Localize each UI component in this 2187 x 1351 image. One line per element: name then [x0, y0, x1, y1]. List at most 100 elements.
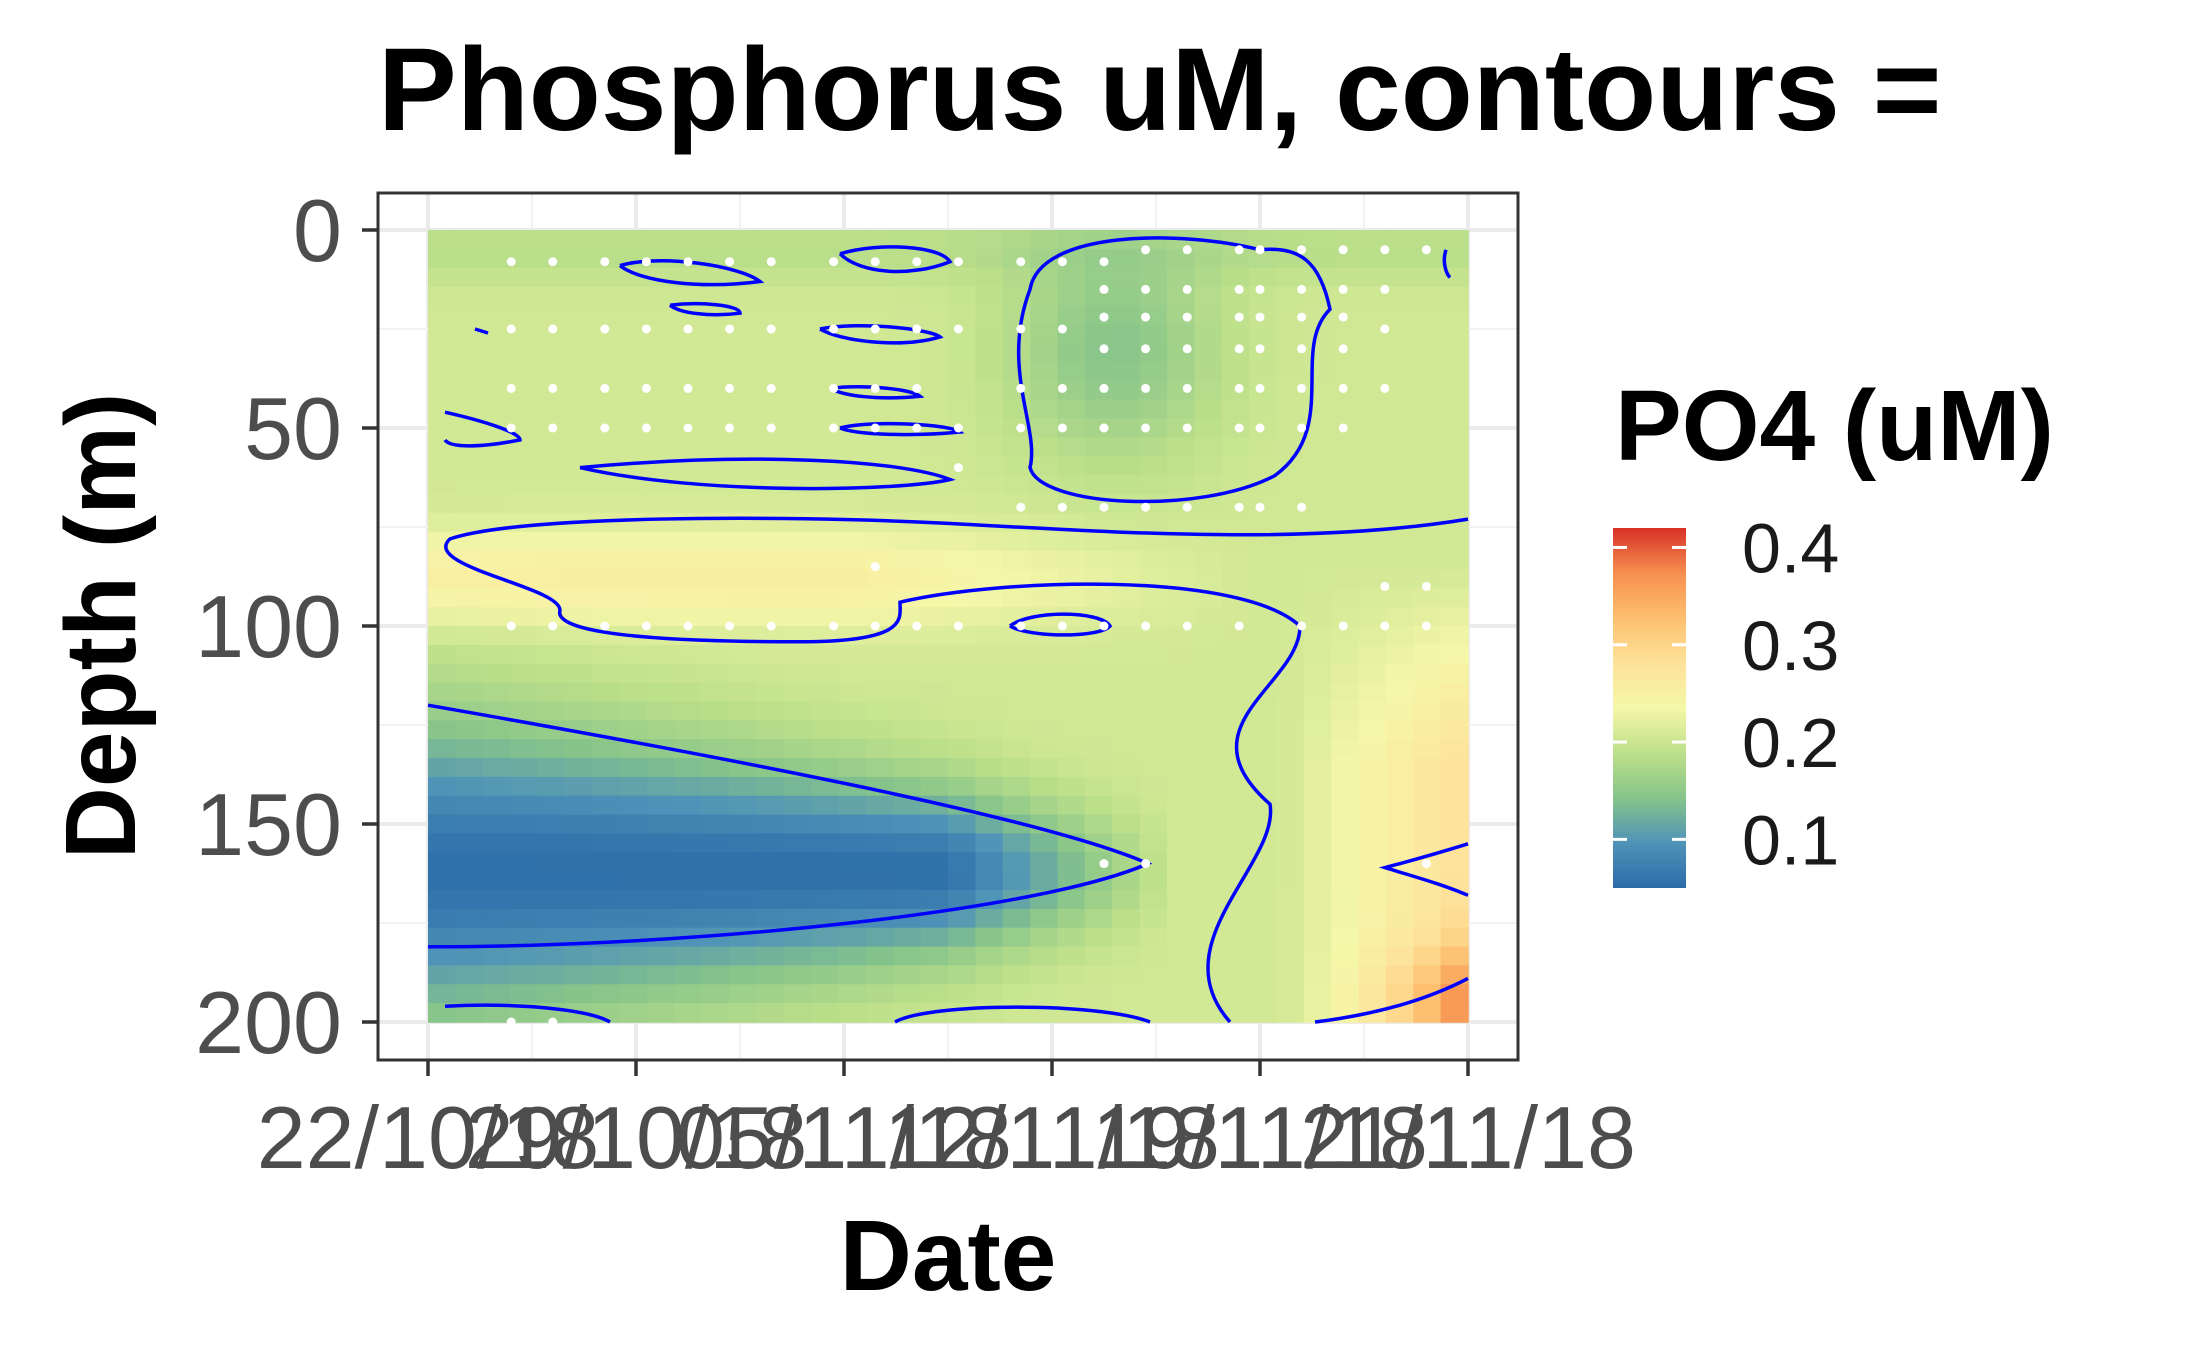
heatmap-cell: [1166, 682, 1196, 703]
heatmap-cell: [1331, 871, 1360, 891]
heatmap-cell: [1276, 324, 1305, 344]
heatmap-cell: [865, 682, 895, 703]
heatmap-cell: [756, 776, 785, 797]
heatmap-cell: [1440, 607, 1469, 627]
heatmap-cell: [701, 946, 730, 967]
heatmap-cell: [1358, 795, 1387, 816]
heatmap-cell: [838, 569, 867, 590]
heatmap-cell: [1194, 324, 1223, 344]
heatmap-cell: [1440, 795, 1469, 816]
heatmap-cell: [865, 871, 895, 891]
heatmap-cell: [1166, 908, 1196, 929]
heatmap-cell: [1249, 569, 1278, 590]
heatmap-cell: [1084, 795, 1113, 816]
heatmap-cell: [1249, 607, 1278, 627]
heatmap-cell: [701, 984, 730, 1004]
heatmap-cell: [592, 795, 621, 816]
heatmap-cell: [455, 512, 484, 533]
heatmap-cell: [1221, 644, 1250, 665]
heatmap-cell: [455, 720, 484, 740]
heatmap-cell: [537, 343, 566, 363]
heatmap-cell: [646, 758, 676, 778]
heatmap-cell: [592, 776, 621, 797]
sample-point: [506, 621, 516, 631]
sample-point: [1297, 423, 1307, 433]
heatmap-cell: [1084, 758, 1113, 778]
heatmap-cell: [646, 965, 676, 986]
heatmap-cell: [455, 984, 484, 1004]
heatmap-cell: [674, 663, 703, 684]
heatmap-cell: [1358, 475, 1387, 495]
heatmap-cell: [1385, 399, 1415, 420]
heatmap-cell: [783, 512, 812, 533]
heatmap-cell: [564, 267, 593, 288]
heatmap-cell: [920, 343, 949, 363]
heatmap-cell: [455, 833, 484, 854]
heatmap-cell: [1002, 588, 1031, 608]
heatmap-cell: [1166, 456, 1196, 476]
heatmap-cell: [783, 984, 812, 1004]
heatmap-cell: [1358, 380, 1387, 401]
heatmap-cell: [428, 663, 457, 684]
heatmap-cell: [729, 663, 758, 684]
heatmap-cell: [674, 512, 703, 533]
heatmap-cell: [564, 588, 593, 608]
heatmap-cell: [975, 380, 1004, 401]
heatmap-cell: [455, 248, 484, 269]
heatmap-cell: [975, 908, 1004, 929]
heatmap-cell: [1084, 475, 1113, 495]
heatmap-cell: [1249, 871, 1278, 891]
heatmap-cell: [838, 663, 867, 684]
heatmap-cell: [838, 739, 867, 759]
heatmap-cell: [510, 626, 539, 646]
heatmap-cell: [756, 494, 785, 514]
heatmap-cell: [1057, 475, 1086, 495]
heatmap-cell: [756, 362, 785, 382]
heatmap-cell: [674, 362, 703, 382]
heatmap-cell: [1112, 399, 1141, 420]
heatmap-cell: [592, 682, 621, 703]
heatmap-cell: [1139, 795, 1168, 816]
heatmap-cell: [948, 663, 977, 684]
heatmap-cell: [1139, 588, 1168, 608]
heatmap-cell: [482, 286, 511, 307]
heatmap-cell: [674, 550, 703, 571]
heatmap-cell: [1276, 871, 1305, 891]
sample-point: [600, 383, 610, 393]
sample-point: [506, 257, 516, 267]
sample-point: [829, 257, 839, 267]
heatmap-cell: [1276, 569, 1305, 590]
heatmap-cell: [701, 1003, 730, 1023]
heatmap-cell: [729, 399, 758, 420]
heatmap-cell: [674, 644, 703, 665]
heatmap-cell: [1194, 644, 1223, 665]
heatmap-cell: [1413, 833, 1442, 854]
heatmap-cell: [619, 682, 648, 703]
heatmap-cell: [455, 739, 484, 759]
heatmap-cell: [729, 833, 758, 854]
heatmap-cell: [838, 814, 867, 835]
heatmap-cell: [865, 475, 895, 495]
legend-tick-label: 0.2: [1742, 704, 1839, 782]
sample-point: [1057, 423, 1067, 433]
heatmap-cell: [893, 663, 922, 684]
heatmap-cell: [1385, 965, 1415, 986]
heatmap-cell: [1194, 531, 1223, 552]
heatmap-cell: [1276, 776, 1305, 797]
heatmap-cell: [428, 248, 457, 269]
heatmap-cell: [1030, 531, 1059, 552]
heatmap-cell: [646, 946, 676, 967]
heatmap-cell: [975, 795, 1004, 816]
heatmap-cell: [893, 569, 922, 590]
sample-point: [1057, 502, 1067, 512]
heatmap-cell: [838, 871, 867, 891]
heatmap-cell: [729, 324, 758, 344]
sample-point: [548, 621, 558, 631]
heatmap-cell: [510, 324, 539, 344]
heatmap-cell: [729, 1003, 758, 1023]
heatmap-cell: [783, 1003, 812, 1023]
heatmap-cell: [1030, 494, 1059, 514]
contour-line: [474, 327, 489, 335]
heatmap-cell: [1249, 248, 1278, 269]
heatmap-cell: [756, 456, 785, 476]
